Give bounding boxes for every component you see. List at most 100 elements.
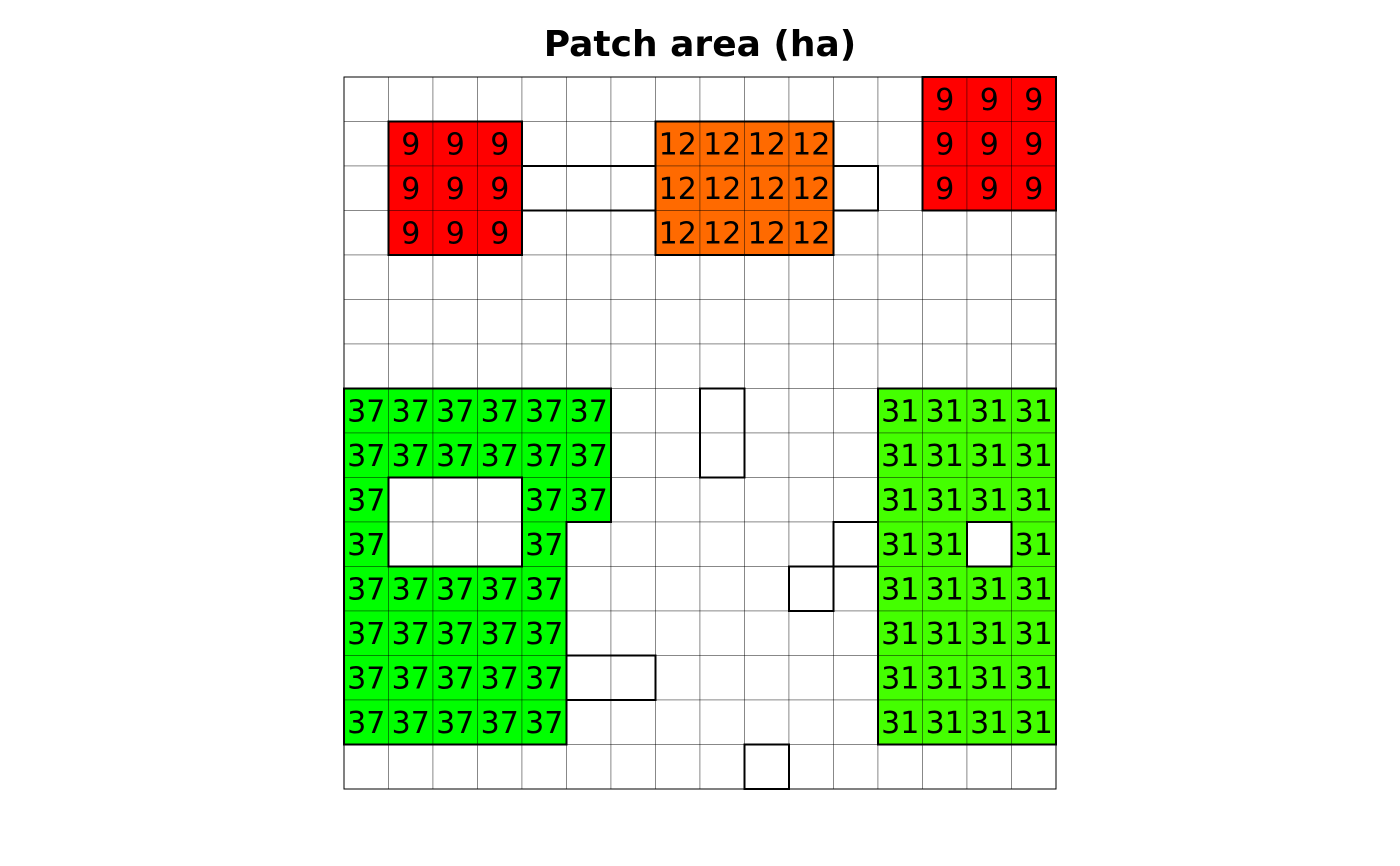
cell-value-label: 31 [970, 572, 1008, 607]
grid-cell [655, 432, 701, 478]
grid-cell [343, 566, 389, 612]
cell-value-label: 12 [703, 127, 741, 162]
grid-cell [388, 254, 434, 300]
grid-cell [655, 343, 701, 389]
grid-cell [566, 121, 612, 167]
grid-cell [477, 432, 523, 478]
grid-cell [966, 121, 1012, 167]
grid-cell [966, 744, 1012, 790]
grid-cell [744, 388, 790, 434]
grid-cell [788, 165, 834, 211]
grid-cell [432, 610, 478, 656]
grid-cell [343, 610, 389, 656]
cell-value-label: 12 [792, 127, 830, 162]
cell-value-label: 12 [792, 172, 830, 207]
grid-cell [788, 744, 834, 790]
grid-cell [388, 566, 434, 612]
grid-cell [744, 210, 790, 256]
grid-cell [744, 655, 790, 701]
grid-cell [744, 299, 790, 345]
cell-value-label: 37 [347, 661, 385, 696]
grid-cell [744, 744, 790, 790]
cell-value-label: 31 [926, 483, 964, 518]
cell-value-label: 37 [347, 572, 385, 607]
cell-value-label: 12 [659, 172, 697, 207]
grid-cell [699, 521, 745, 567]
grid-cell [877, 254, 923, 300]
grid-cell [655, 388, 701, 434]
grid-cell [1011, 299, 1057, 345]
cell-value-label: 37 [525, 661, 563, 696]
cell-value-label: 9 [446, 172, 465, 207]
grid-cell [1011, 254, 1057, 300]
grid-cell [388, 699, 434, 745]
grid-cell [744, 566, 790, 612]
grid-cell [610, 299, 656, 345]
grid-cell [788, 477, 834, 523]
map-frame [343, 76, 1057, 790]
cell-value-label: 31 [926, 706, 964, 741]
grid-cell [966, 254, 1012, 300]
cell-value-label: 37 [392, 706, 430, 741]
grid-cell [699, 432, 745, 478]
cell-value-label: 37 [481, 394, 519, 429]
grid-cell [432, 299, 478, 345]
grid-cell [1011, 477, 1057, 523]
grid-cell [788, 299, 834, 345]
grid-cell [833, 477, 879, 523]
grid-cell [477, 744, 523, 790]
grid-cell [833, 388, 879, 434]
grid-cell [922, 566, 968, 612]
cell-value-label: 31 [881, 439, 919, 474]
cell-value-label: 31 [1015, 572, 1053, 607]
grid-cell [655, 477, 701, 523]
grid-cell [877, 121, 923, 167]
grid-cell [610, 521, 656, 567]
cell-value-label: 37 [392, 661, 430, 696]
grid-cell [432, 76, 478, 122]
grid-cell [566, 566, 612, 612]
grid-cell [966, 655, 1012, 701]
grid-cell [788, 610, 834, 656]
cell-value-label: 12 [748, 172, 786, 207]
cell-value-label: 31 [926, 394, 964, 429]
grid-cell [610, 699, 656, 745]
grid-cell [833, 432, 879, 478]
cell-value-label: 37 [436, 572, 474, 607]
grid-cell [966, 343, 1012, 389]
grid-cell [744, 521, 790, 567]
grid-cell [655, 521, 701, 567]
grid-cell [833, 566, 879, 612]
grid-cell [388, 521, 434, 567]
cell-label-layer: 9 9 99 9 9 12 12 12 12 9 9 99 9 9 12 12 12 12 9 9 99 9 9 12 12 12… [347, 83, 1053, 741]
grid-cell [477, 343, 523, 389]
cell-value-label: 37 [392, 439, 430, 474]
grid-cell [699, 655, 745, 701]
grid-cell [788, 521, 834, 567]
cell-value-label: 9 [1024, 172, 1043, 207]
cell-value-label: 37 [525, 617, 563, 652]
cell-value-label: 37 [347, 394, 385, 429]
grid-cell [477, 121, 523, 167]
cell-value-label: 31 [970, 439, 1008, 474]
grid-cell [877, 610, 923, 656]
grid-cell [432, 121, 478, 167]
cell-value-label: 31 [1015, 528, 1053, 563]
grid-cell [655, 76, 701, 122]
cell-value-label: 37 [481, 439, 519, 474]
grid-cell [521, 388, 567, 434]
grid-cell [610, 744, 656, 790]
grid-cell [388, 121, 434, 167]
grid-cell [521, 432, 567, 478]
grid-cell [966, 566, 1012, 612]
cell-value-label: 37 [392, 572, 430, 607]
grid-cell [343, 121, 389, 167]
grid-cell [788, 76, 834, 122]
cell-value-label: 37 [525, 439, 563, 474]
grid-cell [966, 699, 1012, 745]
cell-value-label: 31 [1015, 661, 1053, 696]
grid-cell [343, 210, 389, 256]
cell-value-label: 31 [926, 572, 964, 607]
cell-value-label: 31 [881, 394, 919, 429]
